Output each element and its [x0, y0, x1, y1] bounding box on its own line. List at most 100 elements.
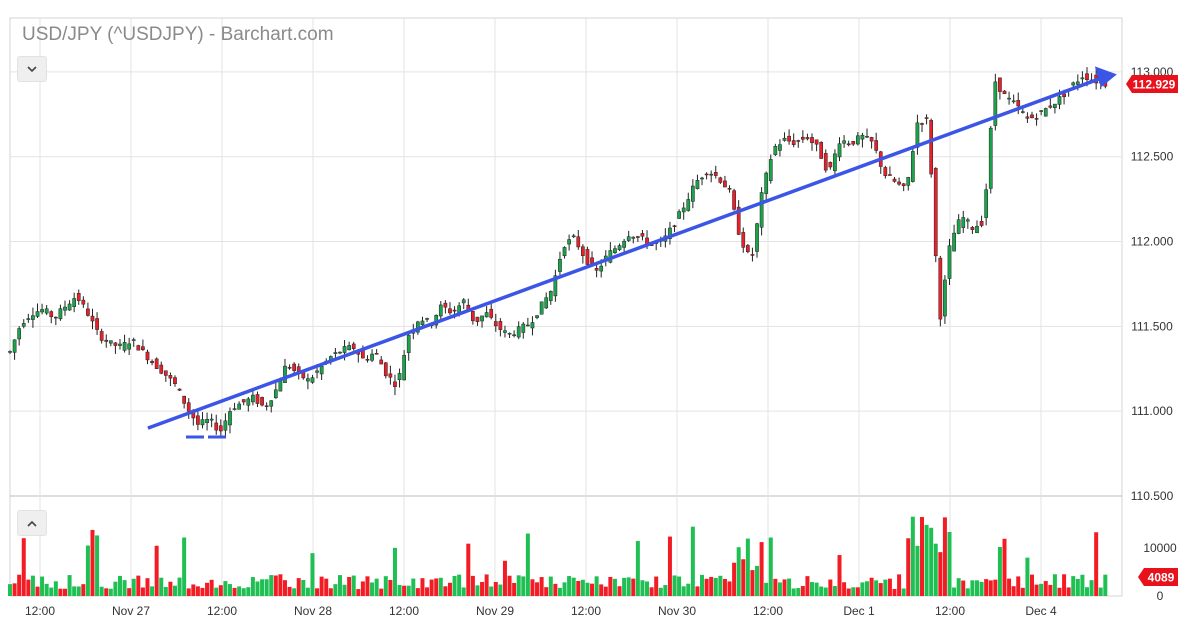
volume-bar: [205, 582, 210, 596]
x-tick-label: 12:00: [25, 604, 55, 618]
collapse-price-pane-button[interactable]: [17, 56, 47, 82]
volume-bar: [145, 578, 150, 596]
candle-body: [443, 302, 448, 308]
volume-bar: [535, 582, 540, 596]
volume-bar: [1052, 574, 1057, 596]
candle-body: [86, 308, 90, 316]
candle-body: [746, 245, 750, 252]
volume-bar: [337, 575, 342, 596]
volume-bar: [26, 579, 31, 596]
candle-body: [113, 342, 118, 346]
volume-bar: [819, 586, 824, 596]
volume-bar: [108, 588, 113, 596]
candle-body: [205, 418, 209, 424]
volume-bar: [915, 545, 920, 596]
candle-body: [127, 343, 132, 350]
candle-body: [209, 418, 214, 421]
volume-bar: [997, 546, 1002, 596]
volume-bar: [502, 560, 507, 596]
volume-bar: [649, 587, 654, 596]
candle-body: [855, 135, 860, 145]
candle-body: [975, 226, 979, 234]
candle-body: [1025, 116, 1030, 119]
volume-bar: [745, 538, 750, 596]
candle-body: [72, 298, 77, 307]
volume-bar: [1071, 576, 1076, 596]
volume-bar: [1048, 584, 1053, 596]
volume-bar: [910, 516, 915, 596]
volume-bar: [612, 578, 617, 596]
candle-body: [241, 399, 246, 403]
candle-body: [943, 279, 947, 317]
volume-bar: [732, 562, 737, 596]
volume-bar: [35, 586, 40, 596]
volume-bar: [95, 535, 100, 596]
volume-bar: [466, 543, 471, 596]
candle-body: [49, 311, 54, 317]
candle-body: [901, 183, 906, 187]
volume-bar: [67, 575, 72, 596]
candle-body: [287, 367, 292, 369]
candle-body: [397, 373, 402, 381]
candle-body: [393, 381, 397, 387]
candle-body: [626, 236, 631, 241]
candle-body: [516, 326, 521, 338]
candle-body: [906, 176, 911, 186]
candle-body: [251, 394, 255, 403]
volume-bar: [947, 532, 952, 596]
volume-bar: [324, 578, 329, 596]
volume-bar: [493, 581, 498, 596]
candle-body: [851, 141, 856, 145]
candle-body: [383, 362, 388, 377]
candle-body: [892, 178, 897, 182]
candle-body: [617, 245, 622, 250]
volume-bar: [264, 579, 269, 596]
volume-bar: [374, 578, 379, 596]
candle-body: [865, 136, 869, 138]
candle-body: [526, 324, 530, 327]
candle-body: [562, 247, 567, 257]
volume-bar: [397, 585, 402, 596]
volume-bar: [1020, 587, 1025, 596]
volume-bar: [690, 526, 695, 596]
volume-bar: [177, 577, 182, 596]
candle-body: [420, 320, 425, 325]
last-volume-tag: [1138, 568, 1178, 586]
volume-bar: [897, 574, 902, 596]
candle-body: [374, 353, 379, 355]
candle-body: [480, 315, 484, 322]
volume-bar: [81, 584, 86, 596]
candle-body: [700, 177, 704, 180]
candle-body: [530, 322, 535, 329]
volume-bar: [965, 588, 970, 596]
candle-body: [961, 217, 966, 228]
volume-bar: [250, 577, 255, 596]
volume-bar: [548, 576, 553, 596]
candle-body: [1048, 105, 1053, 108]
expand-volume-pane-button[interactable]: [17, 510, 47, 536]
volume-bar: [356, 589, 361, 596]
volume-bar: [929, 527, 934, 596]
volume-bar: [974, 580, 979, 596]
volume-bar: [255, 581, 260, 596]
candle-body: [1057, 96, 1062, 105]
candle-body: [31, 315, 35, 320]
candle-body: [1075, 81, 1080, 85]
candle-body: [145, 351, 150, 361]
candle-body: [108, 340, 113, 344]
volume-bar: [319, 576, 324, 596]
volume-bar: [1066, 587, 1071, 596]
candle-body: [425, 318, 429, 320]
volume-bar: [553, 583, 558, 596]
candle-body: [594, 268, 599, 271]
candle-body: [228, 411, 232, 426]
volume-bar: [40, 576, 45, 596]
x-tick-label: 12:00: [389, 604, 419, 618]
volume-bar: [163, 586, 168, 596]
candle-body: [1002, 90, 1007, 94]
volume-bar: [1034, 584, 1039, 596]
candle-body: [837, 143, 842, 158]
volume-bar: [49, 587, 54, 596]
candle-body: [342, 346, 347, 353]
